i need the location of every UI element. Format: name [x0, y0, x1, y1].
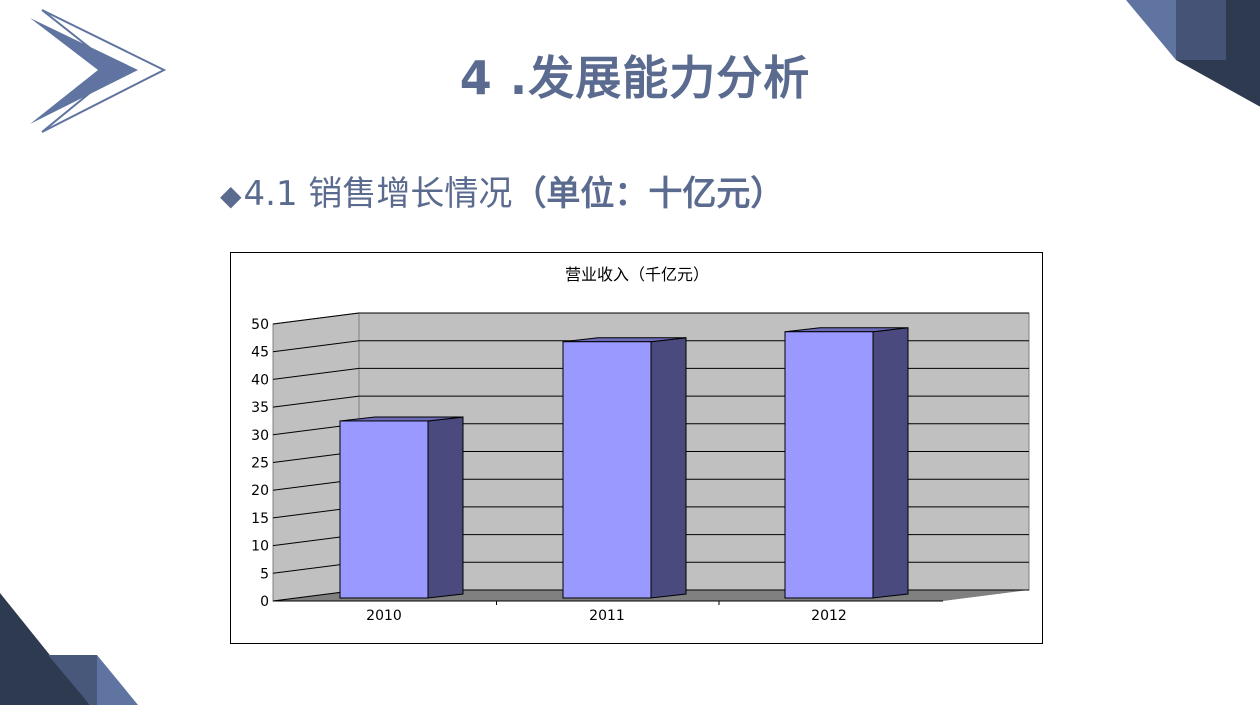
bar-2011	[562, 341, 652, 599]
y-gridline-side	[272, 395, 360, 408]
bar-2010	[339, 420, 429, 599]
y-tick-label: 20	[251, 483, 269, 499]
y-tick-label: 40	[251, 372, 269, 388]
x-tick-label: 2011	[589, 608, 625, 624]
y-tick-label: 45	[251, 345, 269, 361]
y-gridline-side	[272, 312, 360, 325]
bar-2012	[784, 331, 874, 599]
subtitle-unit-text: （单位：十亿元）	[512, 174, 785, 214]
y-tick-label: 0	[260, 594, 269, 610]
x-tick-label: 2010	[366, 608, 402, 624]
top-right-corner-decoration	[1126, 0, 1260, 107]
y-tick-label: 5	[260, 566, 269, 582]
bottom-left-corner-decoration	[0, 593, 138, 705]
chart-title: 营业收入（千亿元）	[565, 265, 709, 284]
y-tick-label: 25	[251, 456, 269, 472]
y-tick-label: 50	[251, 317, 269, 333]
y-gridline-side	[272, 340, 360, 353]
revenue-bar-chart: 营业收入（千亿元） 0 5 10 15 20 25 30 35 40 45 50 2010 2011 20…	[251, 265, 1030, 624]
bar-side-face	[650, 337, 687, 599]
subtitle-main-text: 4.1 销售增长情况	[243, 174, 513, 214]
diamond-bullet-icon: ◆	[220, 179, 242, 212]
y-tick-label: 15	[251, 511, 269, 527]
section-subtitle: ◆4.1 销售增长情况（单位：十亿元）	[220, 166, 784, 215]
y-tick-label: 30	[251, 428, 269, 444]
y-tick-label: 35	[251, 400, 269, 416]
bar-side-face	[427, 416, 464, 599]
bar-side-face	[872, 327, 909, 599]
y-gridline-side	[272, 367, 360, 380]
chart-frame: 营业收入（千亿元） 0 5 10 15 20 25 30 35 40 45 50 2010 2011 20…	[230, 252, 1043, 644]
x-tick-label: 2012	[811, 608, 847, 624]
slide-title: 4 .发展能力分析	[459, 51, 811, 105]
top-left-chevron-decoration	[30, 9, 167, 133]
y-tick-label: 10	[251, 539, 269, 555]
